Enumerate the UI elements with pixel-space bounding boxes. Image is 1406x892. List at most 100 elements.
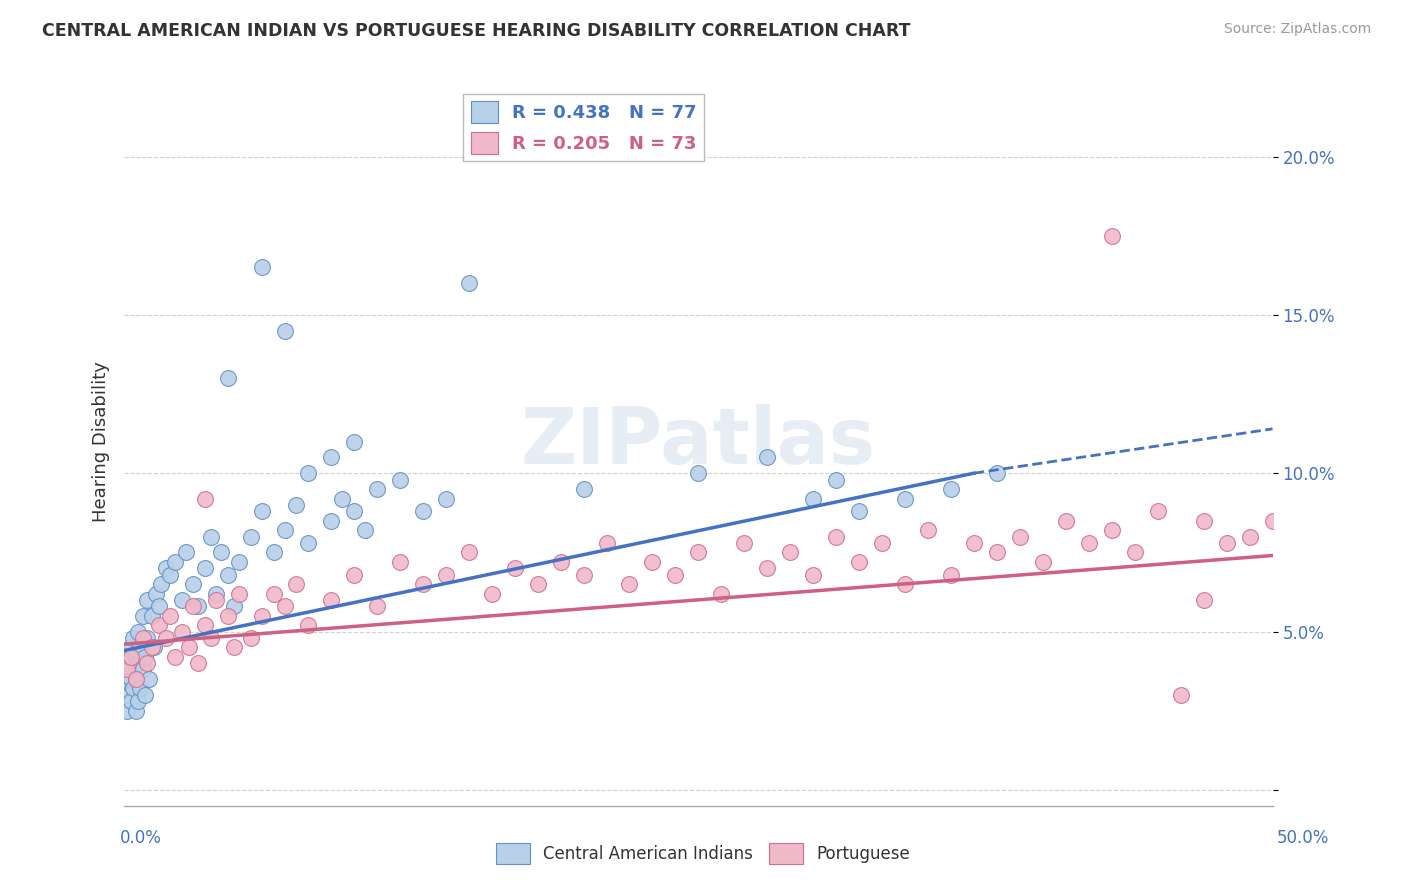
Point	[200, 631, 222, 645]
Point	[115, 663, 138, 677]
Point	[894, 491, 917, 506]
Point	[274, 599, 297, 614]
Point	[297, 466, 319, 480]
Point	[163, 555, 186, 569]
Point	[155, 561, 177, 575]
Point	[870, 536, 893, 550]
Point	[801, 567, 824, 582]
Point	[125, 704, 148, 718]
Point	[412, 577, 434, 591]
Point	[122, 663, 145, 677]
Point	[181, 599, 204, 614]
Point	[1146, 504, 1168, 518]
Point	[664, 567, 686, 582]
Point	[136, 592, 159, 607]
Point	[200, 529, 222, 543]
Point	[136, 656, 159, 670]
Y-axis label: Hearing Disability: Hearing Disability	[93, 361, 110, 522]
Point	[118, 688, 141, 702]
Point	[332, 491, 354, 506]
Point	[145, 586, 167, 600]
Point	[1308, 523, 1330, 537]
Point	[141, 608, 163, 623]
Point	[963, 536, 986, 550]
Text: CENTRAL AMERICAN INDIAN VS PORTUGUESE HEARING DISABILITY CORRELATION CHART: CENTRAL AMERICAN INDIAN VS PORTUGUESE HE…	[42, 22, 911, 40]
Point	[194, 561, 217, 575]
Point	[194, 491, 217, 506]
Point	[412, 504, 434, 518]
Point	[388, 473, 411, 487]
Point	[848, 504, 870, 518]
Point	[134, 688, 156, 702]
Point	[274, 523, 297, 537]
Point	[619, 577, 641, 591]
Legend: R = 0.438   N = 77, R = 0.205   N = 73: R = 0.438 N = 77, R = 0.205 N = 73	[464, 94, 704, 161]
Point	[917, 523, 939, 537]
Point	[779, 545, 801, 559]
Point	[366, 599, 388, 614]
Point	[127, 624, 149, 639]
Point	[115, 688, 138, 702]
Point	[457, 277, 479, 291]
Point	[319, 592, 342, 607]
Point	[120, 640, 142, 655]
Point	[217, 567, 239, 582]
Point	[457, 545, 479, 559]
Point	[526, 577, 548, 591]
Point	[1008, 529, 1031, 543]
Point	[572, 482, 595, 496]
Point	[285, 498, 308, 512]
Point	[138, 672, 160, 686]
Point	[1261, 514, 1284, 528]
Point	[239, 529, 262, 543]
Point	[228, 586, 250, 600]
Point	[297, 618, 319, 632]
Point	[205, 586, 228, 600]
Point	[122, 681, 145, 696]
Point	[205, 592, 228, 607]
Point	[177, 640, 200, 655]
Text: ZIPatlas: ZIPatlas	[520, 403, 876, 480]
Point	[187, 599, 209, 614]
Legend: Central American Indians, Portuguese: Central American Indians, Portuguese	[489, 837, 917, 871]
Point	[688, 545, 710, 559]
Point	[756, 450, 779, 465]
Point	[131, 608, 153, 623]
Point	[118, 649, 141, 664]
Point	[170, 592, 193, 607]
Point	[127, 656, 149, 670]
Point	[148, 618, 170, 632]
Point	[217, 608, 239, 623]
Point	[125, 672, 148, 686]
Text: 0.0%: 0.0%	[120, 829, 162, 847]
Point	[224, 640, 246, 655]
Point	[120, 672, 142, 686]
Point	[134, 649, 156, 664]
Point	[756, 561, 779, 575]
Point	[115, 704, 138, 718]
Point	[733, 536, 755, 550]
Point	[141, 640, 163, 655]
Text: Source: ZipAtlas.com: Source: ZipAtlas.com	[1223, 22, 1371, 37]
Point	[297, 536, 319, 550]
Point	[343, 567, 366, 582]
Point	[848, 555, 870, 569]
Point	[224, 599, 246, 614]
Point	[148, 599, 170, 614]
Point	[1239, 529, 1261, 543]
Point	[986, 466, 1008, 480]
Point	[250, 504, 273, 518]
Point	[1170, 688, 1192, 702]
Point	[939, 567, 962, 582]
Point	[118, 663, 141, 677]
Point	[120, 649, 142, 664]
Point	[343, 504, 366, 518]
Point	[217, 371, 239, 385]
Point	[572, 567, 595, 582]
Point	[115, 672, 138, 686]
Point	[129, 681, 152, 696]
Point	[263, 586, 285, 600]
Point	[159, 608, 181, 623]
Point	[710, 586, 733, 600]
Point	[1284, 536, 1306, 550]
